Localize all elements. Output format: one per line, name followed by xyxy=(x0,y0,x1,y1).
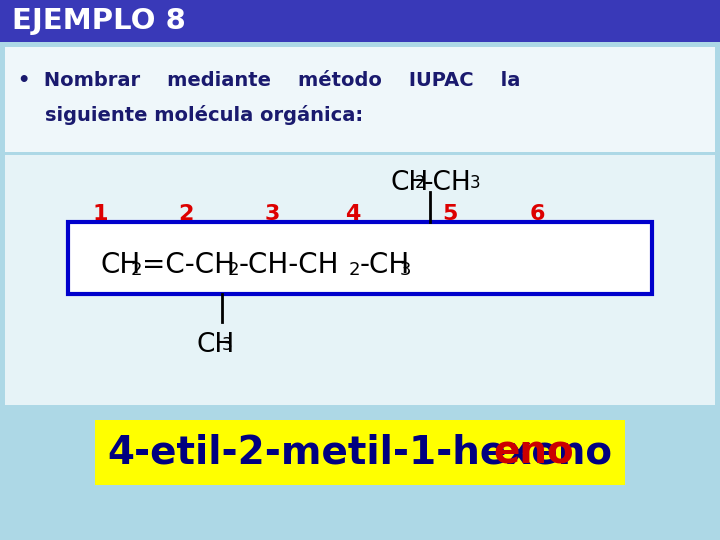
Text: CH: CH xyxy=(390,170,428,196)
Text: CH: CH xyxy=(100,251,140,279)
Text: 3: 3 xyxy=(400,261,412,279)
FancyBboxPatch shape xyxy=(5,47,715,152)
Text: 2: 2 xyxy=(131,261,143,279)
Text: EJEMPLO 8: EJEMPLO 8 xyxy=(12,7,186,35)
Text: 6: 6 xyxy=(529,204,545,224)
Text: =C-CH: =C-CH xyxy=(142,251,235,279)
Text: •  Nombrar    mediante    método    IUPAC    la: • Nombrar mediante método IUPAC la xyxy=(18,71,521,90)
Text: 4: 4 xyxy=(346,204,361,224)
Text: 4-etil-2-metil-1-hexeno: 4-etil-2-metil-1-hexeno xyxy=(107,434,613,471)
Text: 2: 2 xyxy=(415,174,426,192)
FancyBboxPatch shape xyxy=(5,155,715,405)
FancyBboxPatch shape xyxy=(95,420,625,485)
Text: 3: 3 xyxy=(264,204,279,224)
Text: 3: 3 xyxy=(470,174,481,192)
Text: -CH: -CH xyxy=(360,251,410,279)
FancyBboxPatch shape xyxy=(0,0,720,42)
Text: 2: 2 xyxy=(349,261,361,279)
Text: -CH-CH: -CH-CH xyxy=(239,251,340,279)
Text: eno: eno xyxy=(493,434,574,471)
Text: 2: 2 xyxy=(179,204,194,224)
Text: -CH: -CH xyxy=(424,170,472,196)
Text: siguiente molécula orgánica:: siguiente molécula orgánica: xyxy=(18,105,363,125)
Text: 3: 3 xyxy=(222,336,233,354)
Text: 2: 2 xyxy=(228,261,240,279)
Text: 5: 5 xyxy=(442,204,458,224)
Text: 1: 1 xyxy=(92,204,108,224)
Text: CH: CH xyxy=(197,332,235,358)
FancyBboxPatch shape xyxy=(68,222,652,294)
